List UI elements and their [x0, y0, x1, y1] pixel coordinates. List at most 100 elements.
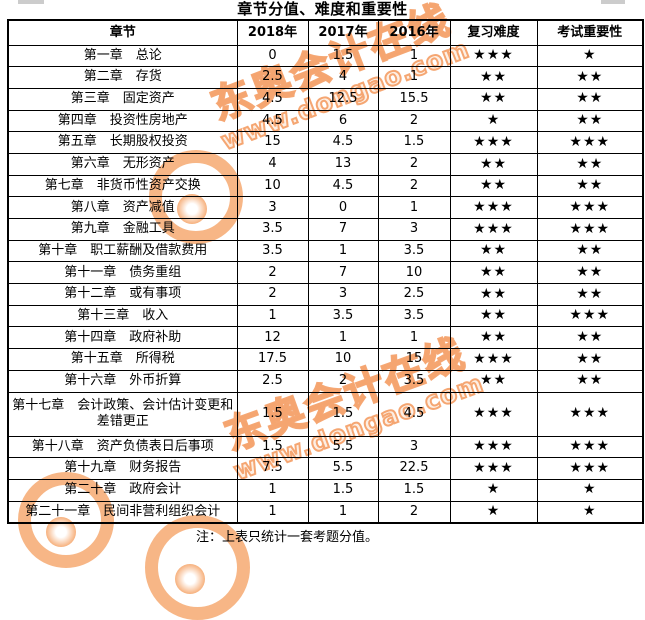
table-row: 第四章 投资性房地产 4.5 6 2 ★ ★★ — [7, 109, 644, 133]
table-row: 第十五章 所得税 17.5 10 15 ★★★ ★★ — [7, 348, 644, 371]
difficulty-stars-cell: ★★★ — [449, 435, 538, 459]
score-2016-cell: 2 — [377, 109, 451, 133]
score-2017-cell: 5.5 — [307, 435, 379, 459]
chapter-cell: 第八章 资产减值 — [7, 196, 238, 219]
score-2016-cell: 1.5 — [377, 478, 451, 502]
score-2016-cell: 2.5 — [377, 283, 451, 306]
difficulty-stars-cell: ★★★ — [449, 348, 538, 371]
score-2018-cell: 4.5 — [236, 87, 309, 111]
difficulty-stars-cell: ★★★ — [449, 131, 538, 154]
importance-stars-cell: ★★★ — [536, 196, 644, 219]
score-2016-cell: 3 — [377, 218, 451, 241]
chapter-cell: 第十六章 外币折算 — [7, 369, 238, 393]
score-2018-cell: 1.5 — [236, 435, 309, 459]
score-2017-cell: 1.5 — [307, 478, 379, 502]
difficulty-stars-cell: ★ — [449, 109, 538, 133]
table-row: 第八章 资产减值 3 0 1 ★★★ ★★★ — [7, 196, 644, 219]
score-2016-cell: 22.5 — [377, 457, 451, 480]
table-row: 第十一章 债务重组 2 7 10 ★★ ★★ — [7, 261, 644, 285]
page-title: 章节分值、难度和重要性 — [237, 0, 408, 18]
column-header: 复习难度 — [449, 19, 538, 46]
score-2018-cell: 2.5 — [236, 66, 309, 89]
chapter-cell: 第九章 金融工具 — [7, 218, 238, 241]
score-2016-cell: 15.5 — [377, 87, 451, 111]
importance-stars-cell: ★★ — [536, 174, 644, 198]
chapter-cell: 第十八章 资产负债表日后事项 — [7, 435, 238, 459]
difficulty-stars-cell: ★★★ — [449, 457, 538, 480]
importance-stars-cell: ★★★ — [536, 131, 644, 154]
importance-stars-cell: ★★ — [536, 109, 644, 133]
score-2017-cell: 1 — [307, 500, 379, 524]
table-row: 第十九章 财务报告 7.5 5.5 22.5 ★★★ ★★★ — [7, 457, 644, 480]
table-row: 第十四章 政府补助 12 1 1 ★★ ★★ — [7, 326, 644, 350]
importance-stars-cell: ★★ — [536, 239, 644, 263]
chapter-cell: 第四章 投资性房地产 — [7, 109, 238, 133]
table-row: 第九章 金融工具 3.5 7 3 ★★★ ★★★ — [7, 218, 644, 241]
chapter-cell: 第十三章 收入 — [7, 304, 238, 328]
score-2018-cell: 1 — [236, 500, 309, 524]
score-2017-cell: 6 — [307, 109, 379, 133]
score-2016-cell: 1 — [377, 44, 451, 68]
footnote: 注：上表只统计一套考题分值。 — [196, 530, 379, 545]
score-2016-cell: 1.5 — [377, 131, 451, 154]
score-2017-cell: 0 — [307, 196, 379, 219]
importance-stars-cell: ★★★ — [536, 457, 644, 480]
column-header: 考试重要性 — [536, 19, 644, 46]
importance-stars-cell: ★★ — [536, 261, 644, 285]
score-2017-cell: 10 — [307, 348, 379, 371]
table-row: 第十六章 外币折算 2.5 2 3.5 ★★ ★★ — [7, 369, 644, 393]
score-2018-cell: 17.5 — [236, 348, 309, 371]
importance-stars-cell: ★★ — [536, 348, 644, 371]
importance-stars-cell: ★★★ — [536, 304, 644, 328]
table-row: 第十章 职工薪酬及借款费用 3.5 1 3.5 ★★ ★★ — [7, 239, 644, 263]
score-2018-cell: 3.5 — [236, 239, 309, 263]
difficulty-stars-cell: ★ — [449, 500, 538, 524]
score-2016-cell: 3.5 — [377, 304, 451, 328]
table-row: 第五章 长期股权投资 15 4.5 1.5 ★★★ ★★★ — [7, 131, 644, 154]
table-row: 第六章 无形资产 4 13 2 ★★ ★★ — [7, 152, 644, 176]
chapter-cell: 第二十章 政府会计 — [7, 478, 238, 502]
difficulty-stars-cell: ★ — [449, 478, 538, 502]
chapter-cell: 第十章 职工薪酬及借款费用 — [7, 239, 238, 263]
difficulty-stars-cell: ★★★ — [449, 44, 538, 68]
chapter-cell: 第五章 长期股权投资 — [7, 131, 238, 154]
chapter-score-table: 章节 2018年 2017年 2016年 复习难度 考试重要性 第一章 总论 0 1.5 1 ★★… — [7, 19, 644, 524]
importance-stars-cell: ★★ — [536, 66, 644, 89]
table-row: 第十七章 会计政策、会计估计变更和差错更正 1.5 1.5 4.5 ★★★ ★★★ — [7, 391, 644, 437]
score-2018-cell: 2 — [236, 261, 309, 285]
score-2017-cell: 4 — [307, 66, 379, 89]
score-2018-cell: 2.5 — [236, 369, 309, 393]
table-body: 第一章 总论 0 1.5 1 ★★★ ★ 第二章 存货 2.5 4 1 ★★ ★★ 第三章 固定资产 4.… — [7, 44, 644, 524]
table-header: 章节 2018年 2017年 2016年 复习难度 考试重要性 — [7, 19, 644, 46]
screenshot-artifact-right — [601, 0, 625, 4]
table-row: 第十二章 或有事项 2 3 2.5 ★★ ★★ — [7, 283, 644, 306]
importance-stars-cell: ★★★ — [536, 391, 644, 437]
score-2017-cell: 2 — [307, 369, 379, 393]
table-row: 第十八章 资产负债表日后事项 1.5 5.5 3 ★★★ ★★★ — [7, 435, 644, 459]
score-2017-cell: 1 — [307, 239, 379, 263]
importance-stars-cell: ★★★ — [536, 218, 644, 241]
score-2016-cell: 3 — [377, 435, 451, 459]
score-2017-cell: 4.5 — [307, 131, 379, 154]
score-2016-cell: 1 — [377, 326, 451, 350]
chapter-cell: 第二章 存货 — [7, 66, 238, 89]
importance-stars-cell: ★★ — [536, 152, 644, 176]
difficulty-stars-cell: ★★★ — [449, 196, 538, 219]
importance-stars-cell: ★★ — [536, 326, 644, 350]
difficulty-stars-cell: ★★ — [449, 152, 538, 176]
score-2017-cell: 3.5 — [307, 304, 379, 328]
score-2017-cell: 1 — [307, 326, 379, 350]
score-2018-cell: 1 — [236, 304, 309, 328]
difficulty-stars-cell: ★★★ — [449, 391, 538, 437]
importance-stars-cell: ★ — [536, 500, 644, 524]
score-2018-cell: 10 — [236, 174, 309, 198]
score-2016-cell: 15 — [377, 348, 451, 371]
chapter-cell: 第七章 非货币性资产交换 — [7, 174, 238, 198]
score-2018-cell: 4.5 — [236, 109, 309, 133]
screenshot-artifact-left — [18, 0, 44, 4]
score-2017-cell: 7 — [307, 261, 379, 285]
table-row: 第七章 非货币性资产交换 10 4.5 2 ★★ ★★ — [7, 174, 644, 198]
difficulty-stars-cell: ★★ — [449, 369, 538, 393]
score-2017-cell: 4.5 — [307, 174, 379, 198]
chapter-cell: 第十七章 会计政策、会计估计变更和差错更正 — [7, 391, 238, 437]
